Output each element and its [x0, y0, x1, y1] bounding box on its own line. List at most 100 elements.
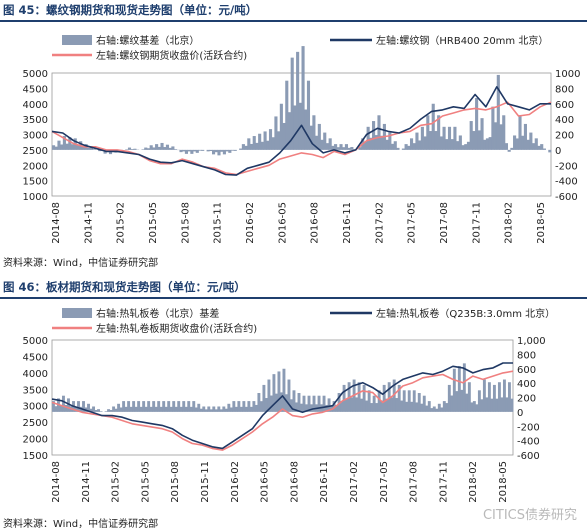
y-left-tick-label: 5000: [23, 69, 48, 80]
x-tick-label: 2015-11: [213, 202, 224, 244]
y-left-tick-label: 4500: [23, 352, 48, 363]
basis-bar: [344, 144, 349, 150]
basis-bar: [174, 149, 178, 150]
y-right-tick-label: 200: [517, 394, 536, 405]
basis-bar: [234, 406, 238, 412]
basis-bar: [502, 115, 506, 150]
basis-bar: [264, 398, 268, 412]
y-right-tick-label: 0: [517, 408, 523, 419]
basis-bar: [537, 145, 541, 150]
legend-basis-label: 右轴:热轧板卷（北京）基差: [96, 307, 219, 320]
legend-basis-label: 右轴:螺纹基差（北京）: [96, 34, 199, 47]
basis-bar: [167, 401, 171, 412]
basis-bar: [57, 140, 61, 150]
basis-bar: [427, 401, 431, 412]
basis-bar: [412, 143, 416, 150]
basis-bar: [272, 374, 276, 412]
basis-bar: [415, 132, 419, 150]
basis-bar: [540, 144, 544, 150]
basis-bar: [227, 403, 231, 412]
basis-bar: [445, 403, 449, 412]
basis-bar: [475, 404, 479, 412]
basis-bar: [367, 390, 371, 412]
basis-bar: [219, 409, 223, 412]
basis-bar: [129, 406, 133, 412]
y-left-tick-label: 5000: [23, 336, 48, 347]
basis-bar: [428, 131, 433, 150]
figure-46-chart: 15002000250030003500400045005000-600-400…: [23, 307, 556, 503]
basis-bar: [184, 406, 188, 412]
basis-bar: [409, 138, 414, 150]
basis-bar: [401, 148, 405, 150]
basis-bar: [496, 74, 500, 150]
basis-bar: [174, 406, 178, 412]
basis-bar: [154, 406, 158, 412]
basis-bar: [247, 401, 251, 412]
basis-bar: [310, 404, 313, 412]
basis-bar: [477, 390, 481, 412]
x-tick-label: 2016-08: [289, 461, 300, 503]
basis-bar: [68, 137, 72, 150]
y-left-tick-label: 3500: [23, 385, 48, 396]
basis-bar: [372, 121, 376, 150]
basis-bar: [104, 411, 108, 412]
spot-line: [51, 362, 513, 450]
basis-bar: [279, 103, 283, 150]
x-tick-label: 2015-02: [116, 202, 127, 244]
basis-bar: [74, 406, 78, 412]
basis-bar: [470, 402, 474, 412]
figure-46-source: 资料来源：Wind，中信证券研究部: [3, 519, 159, 530]
basis-bar: [293, 105, 297, 150]
basis-bar: [147, 401, 151, 412]
y-right-tick-label: 800: [555, 84, 574, 95]
basis-bar: [127, 401, 131, 412]
basis-bar: [190, 149, 194, 154]
basis-bar: [144, 406, 148, 412]
basis-bar: [480, 118, 484, 150]
x-tick-label: 2018-05: [536, 202, 547, 244]
basis-bar: [402, 390, 406, 412]
basis-bar: [485, 397, 489, 412]
basis-bar: [322, 395, 326, 412]
basis-bar: [370, 403, 374, 412]
x-tick-label: 2017-08: [409, 461, 420, 503]
basis-bar: [177, 401, 181, 412]
basis-bar: [523, 123, 527, 150]
basis-bar: [388, 132, 392, 150]
basis-bar: [209, 149, 213, 152]
basis-bar: [331, 145, 335, 150]
basis-bar: [206, 149, 210, 152]
basis-bar: [420, 126, 424, 150]
basis-bar: [144, 147, 148, 150]
basis-bar: [237, 401, 241, 412]
basis-bar: [262, 384, 266, 412]
basis-bar: [494, 122, 498, 150]
basis-bar: [232, 401, 236, 412]
basis-bar: [257, 393, 261, 412]
basis-bar: [182, 149, 186, 152]
legend-spot-label: 左轴:螺纹钢（HRB400 20mm 北京）: [376, 34, 548, 47]
basis-bar: [242, 401, 246, 412]
basis-bar: [437, 403, 441, 412]
x-tick-label: 2016-05: [277, 202, 288, 244]
legend-spot-label: 左轴:热轧板卷（Q235B:3.0mm 北京）: [376, 307, 555, 320]
basis-bar: [488, 137, 492, 150]
basis-bar: [350, 397, 354, 412]
x-tick-label: 2015-05: [140, 461, 151, 503]
basis-bar: [92, 406, 95, 412]
basis-bar: [507, 382, 511, 412]
basis-bar: [67, 398, 70, 412]
basis-bar: [548, 149, 552, 153]
basis-bar: [241, 144, 245, 150]
basis-bar: [400, 400, 404, 412]
basis-bar: [497, 382, 501, 412]
x-tick-label: 2018-02: [468, 461, 479, 503]
y-left-tick-label: 2500: [23, 418, 48, 429]
basis-bar: [532, 143, 536, 150]
basis-bar: [87, 147, 91, 150]
basis-bar: [230, 149, 235, 151]
basis-bar: [306, 80, 311, 150]
basis-bar: [76, 145, 80, 150]
basis-bar: [172, 401, 176, 412]
basis-bar: [182, 401, 186, 412]
